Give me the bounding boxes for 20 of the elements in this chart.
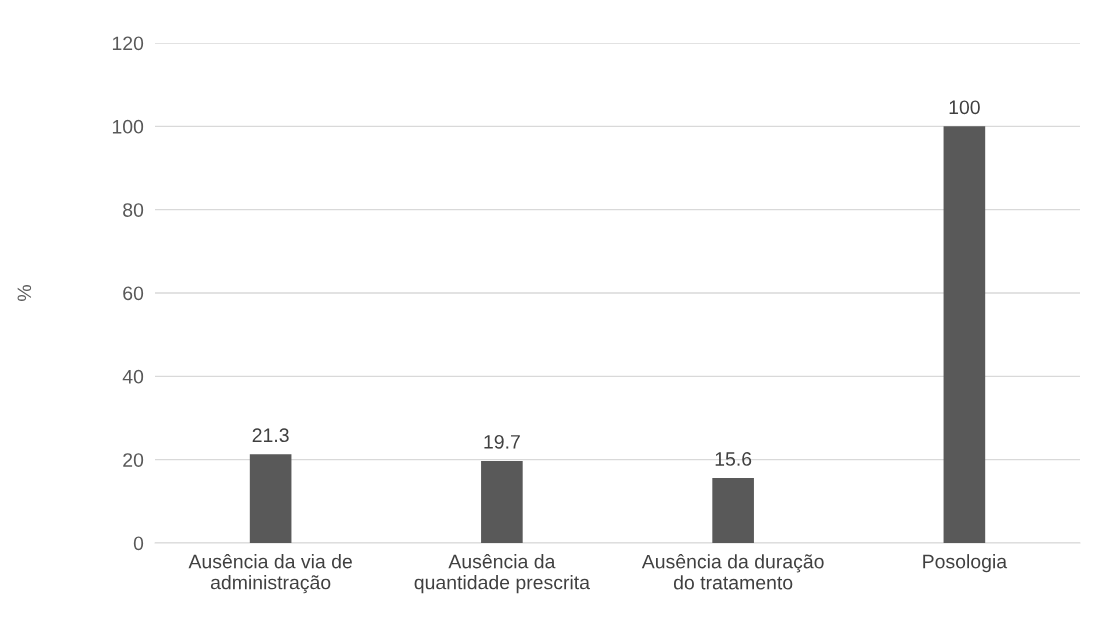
bar [249, 454, 292, 543]
bar [712, 478, 754, 543]
y-tick-label: 20 [123, 453, 144, 467]
x-tick-label: Ausência da quantidade prescrita [414, 554, 590, 594]
bar [481, 460, 523, 543]
y-tick-label: 80 [123, 203, 144, 217]
y-axis-title: % [17, 285, 32, 301]
data-label: 19.7 [484, 434, 520, 449]
x-tick-label: Posologia [923, 554, 1008, 573]
y-tick-label: 120 [112, 36, 144, 51]
data-label: 21.3 [252, 428, 289, 443]
data-label: 15.6 [715, 452, 752, 466]
data-label: 100 [949, 100, 980, 115]
y-tick-label: 40 [122, 369, 144, 384]
bar [943, 126, 986, 543]
x-tick-label: Ausência da duração do tratamento [641, 554, 824, 590]
y-tick-label: 0 [133, 536, 144, 551]
x-tick-label: Ausência da via de administração [188, 554, 352, 594]
y-tick-label: 100 [112, 119, 144, 134]
y-tick-label: 60 [123, 286, 144, 301]
